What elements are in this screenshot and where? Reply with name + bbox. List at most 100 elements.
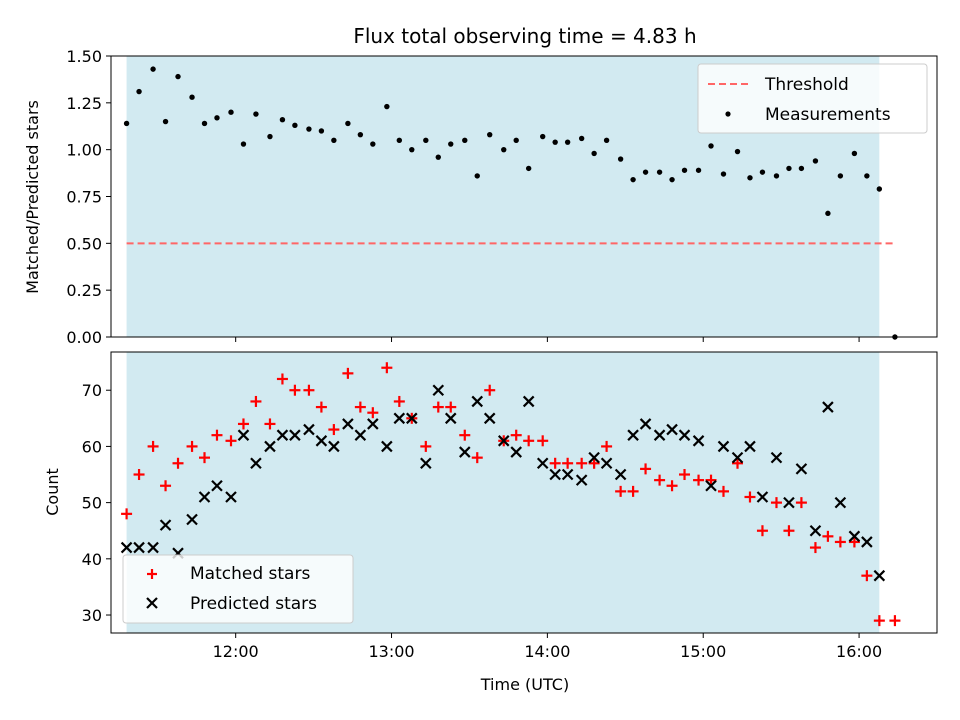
measurement-point: [384, 103, 390, 110]
predicted-star-point: [225, 491, 237, 503]
predicted-star-point: [159, 519, 172, 531]
matched-star-point: [693, 474, 705, 486]
measurement-point: [734, 148, 741, 155]
matched-star-point: [186, 440, 198, 452]
legend-matched-label: Matched stars: [190, 564, 310, 584]
bottom-axes-frame: [110, 351, 938, 634]
matched-star-point: [420, 440, 432, 452]
predicted-star-point: [731, 451, 744, 464]
matched-star-point: [121, 508, 133, 520]
bottom-panel: 30 40 50 60 70 12:00 13:00 14:00 15:00 16:00 Cou…: [43, 351, 938, 694]
bottom-xtick-label: 16:00: [836, 642, 882, 661]
matched-star-point: [523, 435, 535, 447]
measurement-point: [214, 115, 220, 121]
predicted-star-point: [861, 536, 873, 548]
matched-star-point: [834, 536, 846, 548]
measurement-point: [409, 146, 415, 153]
bottom-ytick-label: 70: [82, 381, 102, 400]
predicted-star-point: [211, 479, 223, 492]
predicted-star-point: [237, 429, 250, 441]
top-ytick-label: 0.75: [66, 188, 102, 207]
bottom-ytick-label: 50: [82, 494, 102, 513]
measurement-point: [345, 120, 351, 127]
predicted-star-point: [549, 468, 561, 481]
measurement-point: [396, 137, 403, 143]
matched-star-point: [562, 457, 574, 469]
top-y-axis-label: Matched/Predicted stars: [23, 100, 42, 294]
predicted-star-point: [289, 429, 301, 441]
top-ytick-label: 0.25: [66, 281, 102, 300]
bottom-xtick-label: 13:00: [368, 642, 414, 661]
predicted-star-point: [639, 418, 652, 430]
measurement-point: [253, 111, 259, 117]
measurement-point: [423, 137, 429, 143]
predicted-star-point: [588, 451, 600, 464]
top-legend-box: [697, 63, 928, 134]
matched-star-point: [717, 485, 729, 497]
matched-star-point: [732, 457, 744, 469]
measurement-point: [591, 150, 597, 157]
measurement-point: [228, 109, 234, 115]
matched-star-point: [795, 497, 807, 509]
predicted-star-point: [809, 524, 822, 537]
matched-star-point: [848, 536, 860, 548]
matched-star-point: [615, 485, 627, 497]
matched-star-point: [654, 474, 666, 486]
predicted-star-point: [561, 468, 574, 481]
legend-measurements-label: Measurements: [765, 105, 891, 125]
measurement-point: [669, 176, 675, 183]
predicted-star-point: [303, 423, 315, 436]
measurement-point: [279, 116, 286, 123]
matched-star-point: [328, 424, 340, 436]
measurement-point: [240, 141, 247, 147]
measurement-point: [513, 137, 519, 143]
predicted-star-point: [678, 429, 691, 441]
matched-star-point: [471, 452, 483, 464]
matched-star-point: [861, 570, 873, 582]
measurement-point: [448, 141, 454, 147]
measurement-point: [630, 176, 636, 183]
measurement-point: [357, 131, 364, 138]
matched-star-point: [484, 384, 496, 396]
measurement-point: [331, 137, 337, 143]
matched-star-point: [160, 480, 172, 492]
measurement-point: [642, 169, 649, 175]
predicted-star-point: [795, 463, 808, 475]
measurement-point: [851, 150, 858, 157]
matched-star-point: [199, 452, 211, 464]
predicted-star-point: [497, 435, 510, 447]
measurement-point: [306, 126, 312, 132]
top-ytick-label: 1.00: [66, 141, 102, 160]
matched-star-point: [770, 497, 782, 509]
matched-star-point: [354, 401, 366, 413]
predicted-star-point: [705, 479, 717, 492]
measurement-point: [189, 94, 195, 100]
measurement-point: [552, 139, 558, 145]
predicted-star-point: [600, 457, 613, 470]
measurement-point: [525, 165, 532, 172]
matched-star-point: [367, 407, 379, 419]
measurement-point: [825, 210, 831, 217]
predicted-star-point: [342, 418, 354, 430]
measurement-point: [876, 186, 883, 192]
measurement-point: [267, 133, 273, 140]
matched-star-point: [705, 474, 717, 486]
x-axis-label: Time (UTC): [480, 675, 569, 694]
bottom-ytick-label: 60: [82, 437, 102, 456]
measurement-point: [708, 143, 714, 149]
matched-star-point: [211, 429, 223, 441]
predicted-star-point: [147, 541, 159, 554]
measurement-point: [695, 167, 702, 173]
measurement-point: [837, 173, 844, 179]
measurement-point: [812, 158, 819, 164]
predicted-star-point: [692, 435, 705, 447]
predicted-star-point: [834, 496, 847, 509]
top-panel: 0.00 0.25 0.50 0.75 1.00 1.25 1.50 Matched/Pre…: [23, 47, 938, 347]
matched-star-point: [250, 395, 262, 407]
measurement-point: [435, 154, 441, 160]
measurement-point: [370, 141, 376, 147]
predicted-star-point: [432, 384, 445, 396]
predicted-star-point: [744, 440, 756, 453]
measurement-point: [773, 173, 780, 179]
measurement-point: [617, 156, 624, 162]
